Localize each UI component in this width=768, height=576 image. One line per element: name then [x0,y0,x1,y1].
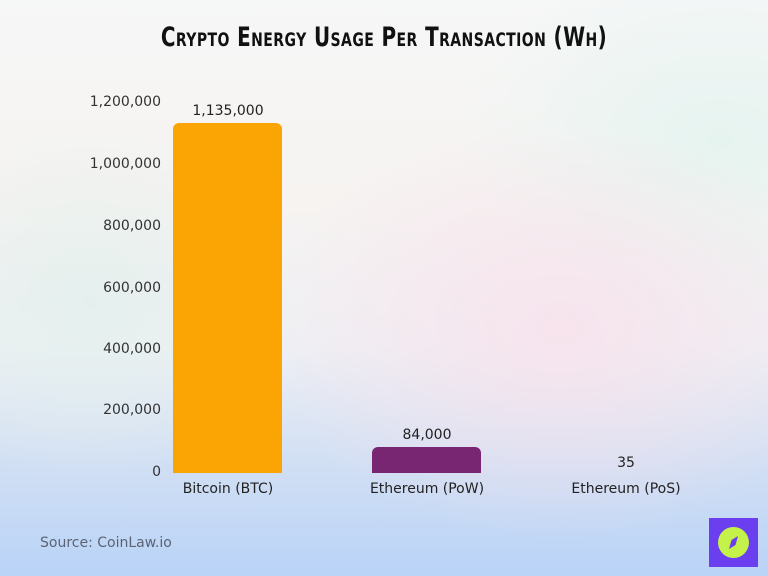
y-tick-label: 1,000,000 [89,156,161,172]
category-label-ethereum-pow: Ethereum (PoW) [369,481,485,497]
brand-logo [709,518,758,567]
chart-title: Crypto Energy Usage Per Transaction (Wh) [160,22,608,53]
value-label-bitcoin: 1,135,000 [192,103,264,119]
compass-icon [718,527,749,558]
y-tick-label: 200,000 [103,402,161,418]
source-text: Source: CoinLaw.io [40,535,172,551]
y-tick-label: 1,200,000 [89,94,161,110]
value-label-ethereum-pow: 84,000 [402,427,452,443]
bar-bitcoin [173,123,282,473]
y-tick-label: 600,000 [103,280,161,296]
value-label-ethereum-pos: 35 [617,455,635,471]
category-label-bitcoin: Bitcoin (BTC) [182,481,274,497]
category-label-ethereum-pos: Ethereum (PoS) [571,481,681,497]
y-tick-label: 0 [152,464,161,480]
y-tick-label: 800,000 [103,218,161,234]
y-tick-label: 400,000 [103,341,161,357]
bar-ethereum-pow [372,447,481,473]
